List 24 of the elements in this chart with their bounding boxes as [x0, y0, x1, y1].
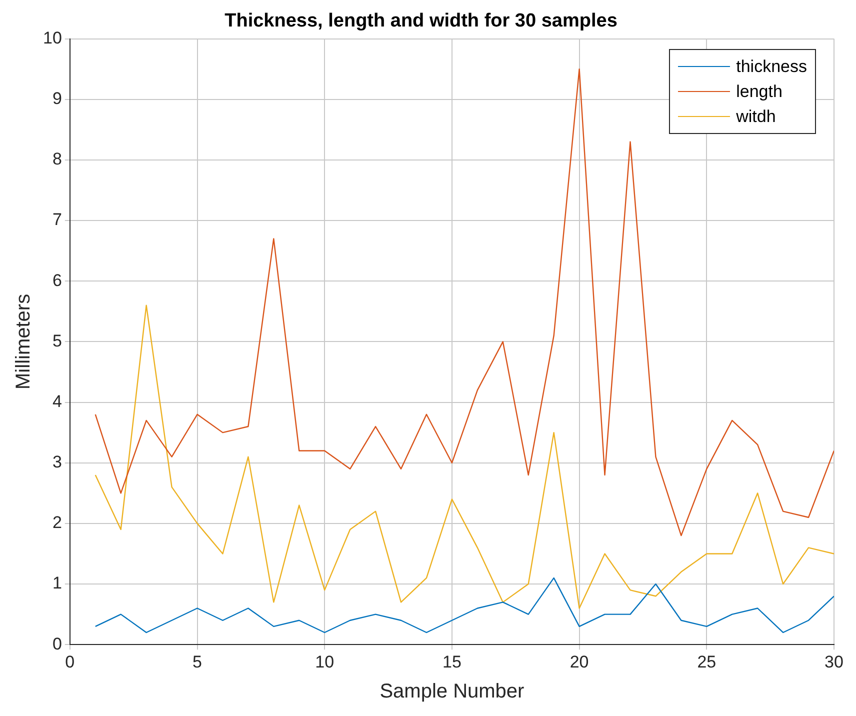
- x-axis-title: Sample Number: [380, 680, 525, 703]
- y-tick-label: 5: [52, 331, 62, 350]
- y-tick-label: 10: [42, 28, 62, 48]
- x-tick-label: 10: [315, 652, 334, 672]
- legend-label: witdh: [736, 106, 776, 128]
- legend-label: thickness: [736, 56, 807, 78]
- chart-title: Thickness, length and width for 30 samples: [224, 10, 618, 32]
- y-tick-label: 0: [52, 634, 62, 654]
- x-tick-label: 30: [824, 652, 844, 672]
- y-tick-label: 6: [52, 270, 62, 290]
- y-tick-label: 8: [52, 150, 62, 169]
- y-tick-label: 9: [52, 89, 62, 108]
- y-tick-label: 2: [52, 513, 62, 532]
- x-tick-label: 0: [65, 652, 75, 672]
- y-tick-label: 4: [52, 392, 62, 411]
- y-axis-title: Millimeters: [12, 294, 35, 390]
- x-tick-label: 15: [442, 652, 462, 672]
- legend-label: length: [736, 80, 782, 103]
- x-tick-label: 25: [697, 652, 716, 672]
- x-tick-label: 5: [192, 652, 202, 672]
- y-tick-label: 1: [52, 574, 62, 593]
- y-tick-label: 7: [52, 210, 62, 230]
- y-tick-label: 3: [52, 452, 62, 472]
- x-tick-label: 20: [570, 652, 589, 672]
